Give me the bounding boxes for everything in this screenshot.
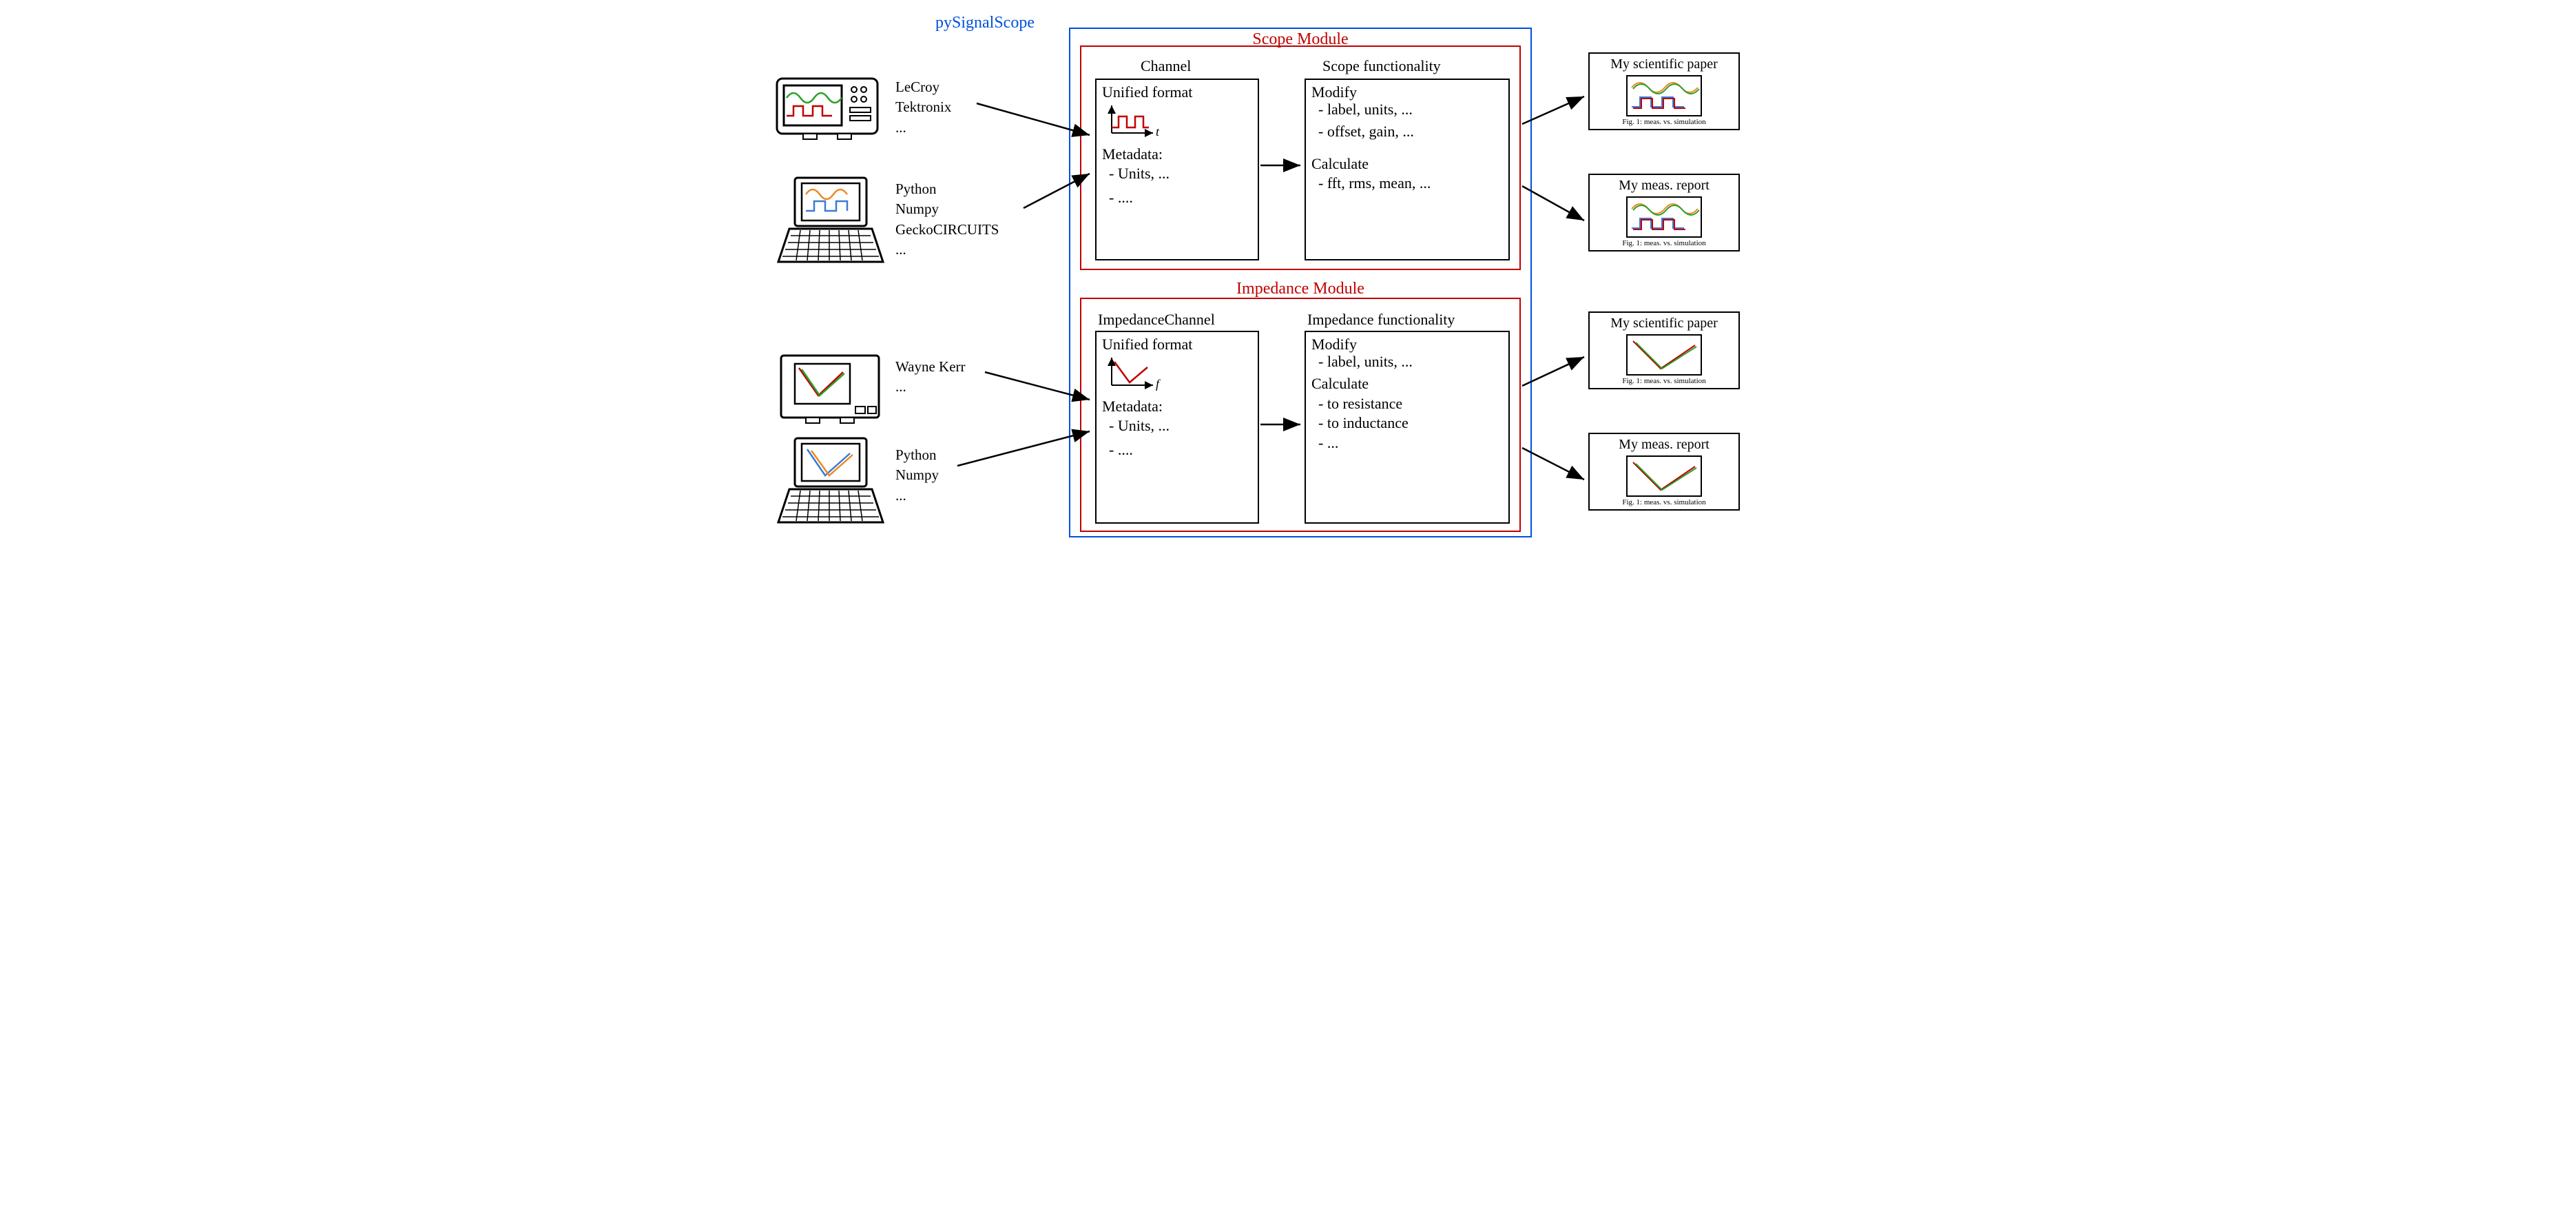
arrows-layer — [765, 14, 1811, 551]
diagram-root: LeCroy Tektronix ... Python Numpy GeckoC… — [765, 14, 1811, 551]
